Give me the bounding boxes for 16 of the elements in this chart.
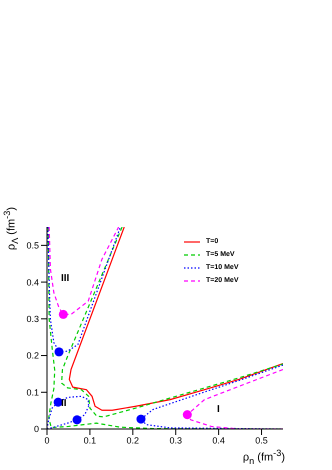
x-tick-label: 0.1: [84, 435, 96, 446]
x-tick-label: 0.3: [169, 435, 182, 446]
y-tick-label: 0: [34, 424, 39, 434]
x-axis-title: ρ$_{n}$ (fm$^{-3}$): [242, 448, 285, 466]
x-tick-label: 0.4: [212, 435, 225, 446]
x-tick-label: 0.2: [126, 435, 140, 446]
annotation: II: [61, 398, 67, 409]
y-tick-label: 0.5: [26, 240, 39, 251]
y-tick-label: 0.2: [26, 350, 39, 361]
annotation: I: [217, 404, 220, 415]
y-tick-label: 0.4: [26, 277, 39, 288]
y-tick-label: 0.1: [26, 387, 39, 398]
annotation: III: [61, 273, 70, 284]
x-tick-label: 0: [44, 435, 50, 446]
x-tick-label: 0.5: [255, 435, 268, 446]
y-tick-label: 0.3: [26, 314, 39, 324]
